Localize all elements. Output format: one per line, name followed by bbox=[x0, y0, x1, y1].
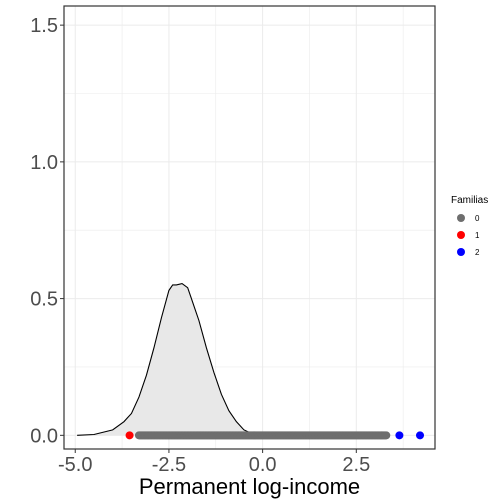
x-tick-label: 2.5 bbox=[342, 454, 370, 476]
legend-key-2 bbox=[457, 248, 465, 256]
rug-point-2 bbox=[416, 431, 425, 440]
axis-ticks: -5.0 -2.5 0.0 2.5 0.0 0.5 1.0 1.5 bbox=[30, 15, 370, 476]
density-line bbox=[77, 282, 282, 436]
legend-key-1 bbox=[457, 231, 465, 239]
legend-label-1: 1 bbox=[475, 231, 480, 240]
legend: Familias 0 1 2 bbox=[451, 195, 488, 257]
y-tick-label: 0.0 bbox=[30, 425, 58, 447]
x-tick-label: 0.0 bbox=[249, 454, 277, 476]
y-tick-label: 1.5 bbox=[30, 15, 58, 37]
rug-points bbox=[125, 431, 425, 440]
x-tick-label: -5.0 bbox=[58, 454, 92, 476]
legend-label-2: 2 bbox=[475, 248, 480, 257]
x-axis-label: Permanent log-income bbox=[139, 474, 360, 499]
legend-label-0: 0 bbox=[475, 214, 480, 223]
y-tick-label: 1.0 bbox=[30, 152, 58, 174]
density-curve bbox=[77, 282, 282, 436]
x-tick-label: -2.5 bbox=[152, 454, 186, 476]
grid bbox=[64, 6, 435, 449]
panel-border bbox=[63, 5, 436, 450]
rug-point-2 bbox=[395, 431, 404, 440]
rug-point-0 bbox=[382, 431, 391, 440]
legend-title: Familias bbox=[451, 195, 488, 206]
density-area bbox=[77, 283, 282, 436]
rug-point-1 bbox=[125, 431, 134, 440]
y-tick-label: 0.5 bbox=[30, 289, 58, 311]
legend-key-0 bbox=[457, 214, 465, 222]
